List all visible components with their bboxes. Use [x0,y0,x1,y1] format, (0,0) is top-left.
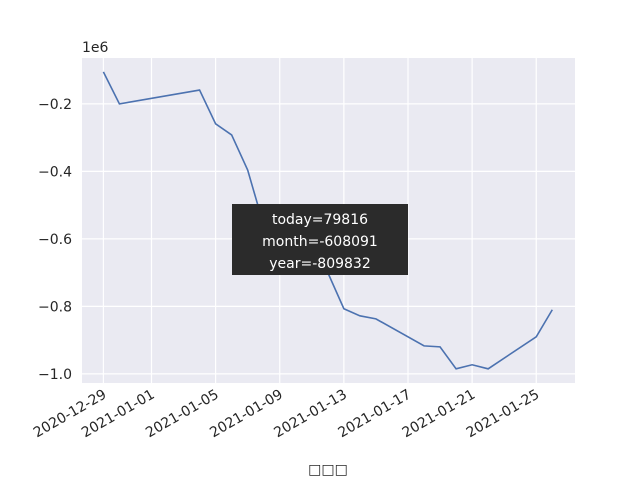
tooltip-text: today=79816 [272,212,368,228]
y-tick-label: −1.0 [38,367,72,383]
tooltip-text: year=-809832 [269,256,370,272]
tooltip-text: month=-608091 [262,234,378,250]
y-tick-label: −0.4 [38,164,72,180]
x-tick-label: 2021-01-25 [464,387,542,442]
y-tick-label: −0.8 [38,299,72,315]
y-offset-label: 1e6 [82,40,109,56]
tooltip-box [232,204,408,275]
x-axis-label: □□□ [308,462,348,478]
y-tick-label: −0.2 [38,97,72,113]
y-tick-label: −0.6 [38,232,72,248]
